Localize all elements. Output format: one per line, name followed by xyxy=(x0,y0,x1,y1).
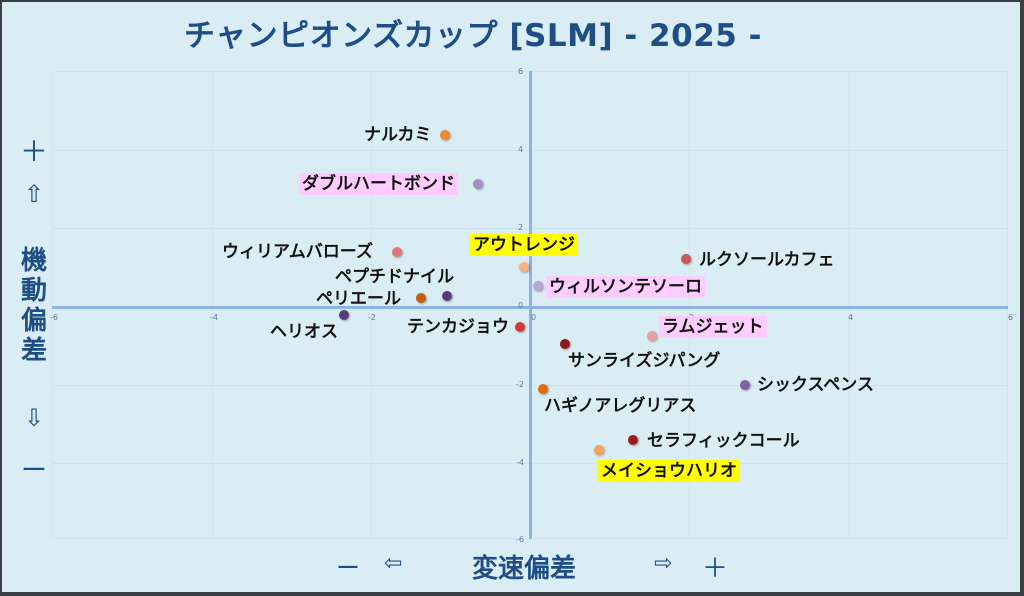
down-arrow-icon: ⇩ xyxy=(23,404,45,432)
x-plus-sign: ＋ xyxy=(702,554,729,584)
y-label-char: 差 xyxy=(20,336,47,366)
x-tick: 0 xyxy=(531,313,537,322)
label-wilson-tesoro: ウィルソンテソーロ xyxy=(546,276,705,298)
point-narukami xyxy=(440,130,450,140)
label-peptide-nile: ペプチドナイル xyxy=(335,267,454,287)
x-tick: -6 xyxy=(50,313,58,322)
label-helios: ヘリオス xyxy=(270,322,338,342)
point-william-barows xyxy=(392,247,402,257)
y-tick: -4 xyxy=(516,458,524,467)
left-arrow-icon: ⇦ xyxy=(384,551,403,576)
gridline-x--4 xyxy=(212,71,213,539)
point-ramjet xyxy=(647,331,657,341)
point-outrange xyxy=(519,262,529,272)
x-tick: 6 xyxy=(1008,313,1014,322)
gridline-x--2 xyxy=(371,71,372,539)
x-tick: -4 xyxy=(210,313,218,322)
point-seraphic-call xyxy=(628,435,638,445)
point-double-heart-bond xyxy=(473,179,483,189)
point-perierre xyxy=(416,293,426,303)
y-tick: 2 xyxy=(518,223,524,232)
y-tick: -6 xyxy=(516,535,524,544)
point-sunrise-zipang xyxy=(560,339,570,349)
point-hagino-alegrias xyxy=(538,384,548,394)
x-axis-label: 変速偏差 xyxy=(472,554,577,584)
x-tick: -2 xyxy=(368,313,376,322)
y-axis-label: 機 動 偏 差 xyxy=(14,246,54,366)
y-tick: 6 xyxy=(518,67,524,76)
gridline-x-4 xyxy=(849,71,850,539)
y-tick: -2 xyxy=(516,380,524,389)
y-tick: 4 xyxy=(518,145,524,154)
point-sixpence xyxy=(740,380,750,390)
x-minus-sign: ー xyxy=(336,554,360,582)
label-william-barows: ウィリアムバローズ xyxy=(222,242,373,262)
y-tick: 0 xyxy=(518,301,524,310)
y-label-char: 偏 xyxy=(20,306,47,336)
right-arrow-icon: ⇨ xyxy=(654,551,673,576)
y-label-char: 動 xyxy=(20,276,47,306)
label-narukami: ナルカミ xyxy=(364,125,432,145)
point-meisho-hario xyxy=(594,445,604,455)
up-arrow-icon: ⇧ xyxy=(23,180,45,208)
label-luxor-cafe: ルクソールカフェ xyxy=(699,250,835,270)
gridline-x-2 xyxy=(689,71,690,539)
label-double-heart-bond: ダブルハートボンド xyxy=(299,173,458,195)
label-seraphic-call: セラフィックコール xyxy=(647,431,800,451)
label-ramjet: ラムジェット xyxy=(659,316,767,338)
x-tick: 4 xyxy=(848,313,854,322)
y-minus-sign: ー xyxy=(20,456,47,486)
label-sixpence: シックスペンス xyxy=(757,375,874,395)
point-wilson-tesoro xyxy=(533,281,543,291)
label-sunrise-zipang: サンライズジパング xyxy=(568,351,721,371)
label-meisho-hario: メイショウハリオ xyxy=(598,460,740,482)
point-tenkajo xyxy=(515,322,525,332)
point-helios xyxy=(339,310,349,320)
y-axis-line xyxy=(529,71,532,539)
y-plus-sign: ＋ xyxy=(19,135,48,168)
y-label-char: 機 xyxy=(20,246,47,276)
point-luxor-cafe xyxy=(681,254,691,264)
chart-title: チャンピオンズカップ [SLM] - 2025 - xyxy=(183,18,762,54)
point-peptide-nile xyxy=(442,291,452,301)
label-outrange: アウトレンジ xyxy=(470,234,578,256)
label-hagino-alegrias: ハギノアレグリアス xyxy=(544,396,697,416)
x-axis-line xyxy=(52,306,1008,309)
label-tenkajo: テンカジョウ xyxy=(407,317,509,337)
label-perierre: ペリエール xyxy=(316,289,401,309)
